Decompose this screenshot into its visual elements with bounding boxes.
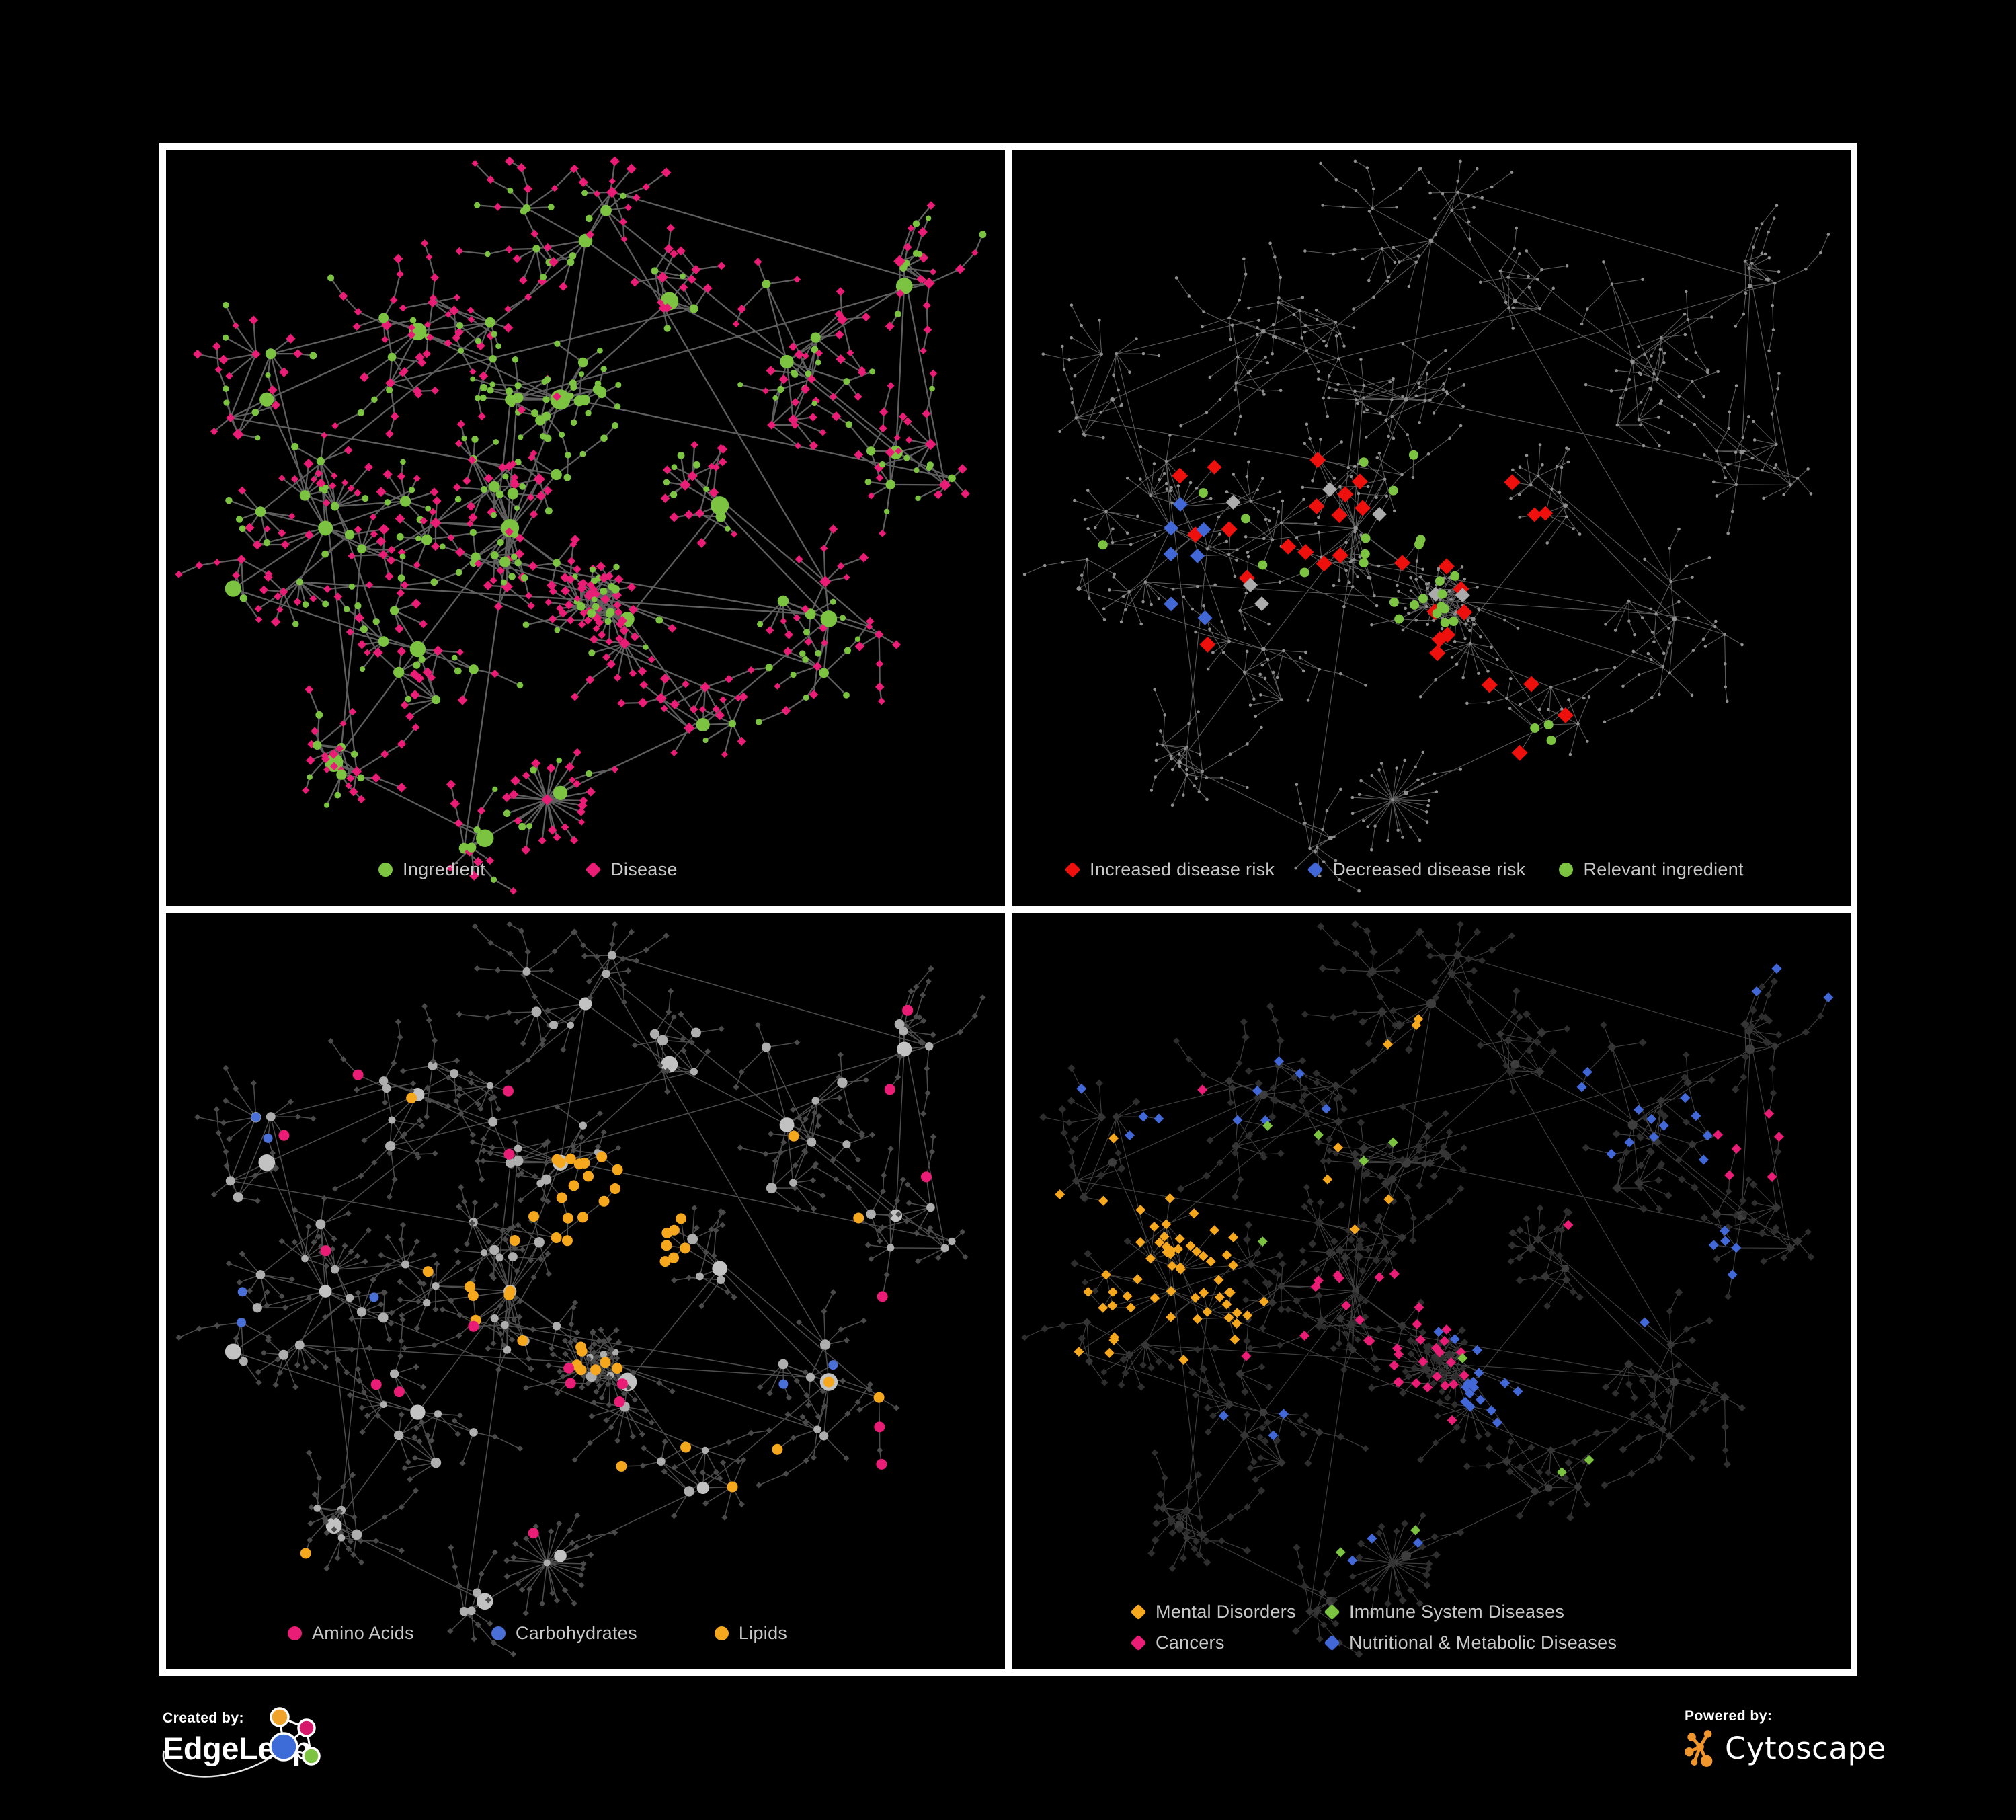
legend-disease-risk: Increased disease risk Decreased disease…: [1064, 859, 1744, 880]
ingredient-disease-network-graph: [175, 156, 987, 895]
created-by-label: Created by:: [163, 1710, 245, 1726]
legend-label: Ingredient: [403, 859, 486, 879]
immune-diseases-swatch-icon: [1324, 1604, 1340, 1620]
legend-nutrient-classes: Amino Acids Carbohydrates Lipids: [288, 1623, 787, 1644]
ingredient-swatch-icon: [378, 863, 393, 877]
increased-risk-swatch-icon: [1064, 861, 1081, 878]
legend-label: Lipids: [738, 1623, 788, 1643]
legend-disease-categories: Mental Disorders Immune System Diseases …: [1130, 1601, 1617, 1653]
legend-label: Decreased disease risk: [1332, 859, 1526, 879]
legend-item-amino-acids: Amino Acids: [288, 1623, 414, 1644]
panel-disease-risk: Increased disease risk Decreased disease…: [1012, 150, 1851, 906]
decreased-risk-swatch-icon: [1307, 861, 1324, 878]
edgeleap-wordmark: EdgeLeap: [163, 1731, 311, 1766]
legend-item-carbohydrates: Carbohydrates: [491, 1623, 637, 1644]
panel-grid: Ingredient Disease Increased disease ris…: [159, 143, 1857, 1676]
legend-item-lipids: Lipids: [714, 1623, 788, 1644]
cytoscape-logo-icon: [1685, 1730, 1713, 1767]
legend-label: Relevant ingredient: [1583, 859, 1744, 879]
legend-label: Mental Disorders: [1156, 1601, 1296, 1622]
carbohydrates-swatch-icon: [491, 1626, 506, 1640]
legend-item-increased-risk: Increased disease risk: [1064, 859, 1275, 880]
panel-ingredient-disease: Ingredient Disease: [166, 150, 1005, 906]
legend-item-nutritional-metabolic-diseases: Nutritional & Metabolic Diseases: [1324, 1632, 1617, 1653]
legend-item-immune-system-diseases: Immune System Diseases: [1324, 1601, 1617, 1622]
legend-label: Immune System Diseases: [1349, 1601, 1565, 1622]
disease-swatch-icon: [585, 861, 602, 878]
relevant-ingredient-swatch-icon: [1559, 863, 1574, 877]
legend-item-decreased-risk: Decreased disease risk: [1307, 859, 1526, 880]
nutritional-metabolic-swatch-icon: [1324, 1634, 1340, 1651]
legend-label: Disease: [610, 859, 678, 879]
legend-label: Increased disease risk: [1090, 859, 1275, 879]
cytoscape-credit: Powered by: Cytoscape: [1685, 1708, 1886, 1768]
legend-item-mental-disorders: Mental Disorders: [1130, 1601, 1325, 1622]
lipids-swatch-icon: [714, 1626, 729, 1640]
panel-nutrient-classes: Amino Acids Carbohydrates Lipids: [166, 913, 1005, 1669]
amino-acids-swatch-icon: [288, 1626, 302, 1640]
cytoscape-wordmark: Cytoscape: [1725, 1730, 1886, 1766]
legend-label: Nutritional & Metabolic Diseases: [1349, 1632, 1617, 1653]
disease-risk-network-graph: [1022, 159, 1830, 893]
legend-label: Carbohydrates: [515, 1623, 637, 1643]
legend-label: Cancers: [1156, 1632, 1225, 1653]
mental-disorders-swatch-icon: [1130, 1604, 1147, 1620]
legend-label: Amino Acids: [312, 1623, 414, 1643]
edgeleap-credit: Created by: EdgeLeap: [163, 1710, 311, 1764]
panel-disease-categories: Mental Disorders Immune System Diseases …: [1012, 913, 1851, 1669]
cancers-swatch-icon: [1130, 1634, 1147, 1651]
legend-item-ingredient: Ingredient: [378, 859, 485, 880]
nutrient-classes-network-graph: [175, 921, 986, 1657]
disease-categories-network-graph: [1021, 920, 1834, 1659]
legend-item-relevant-ingredient: Relevant ingredient: [1559, 859, 1744, 880]
legend-item-cancers: Cancers: [1130, 1632, 1325, 1653]
legend-ingredient-disease: Ingredient Disease: [378, 859, 678, 880]
powered-by-label: Powered by:: [1685, 1708, 1773, 1724]
legend-item-disease: Disease: [585, 859, 678, 880]
